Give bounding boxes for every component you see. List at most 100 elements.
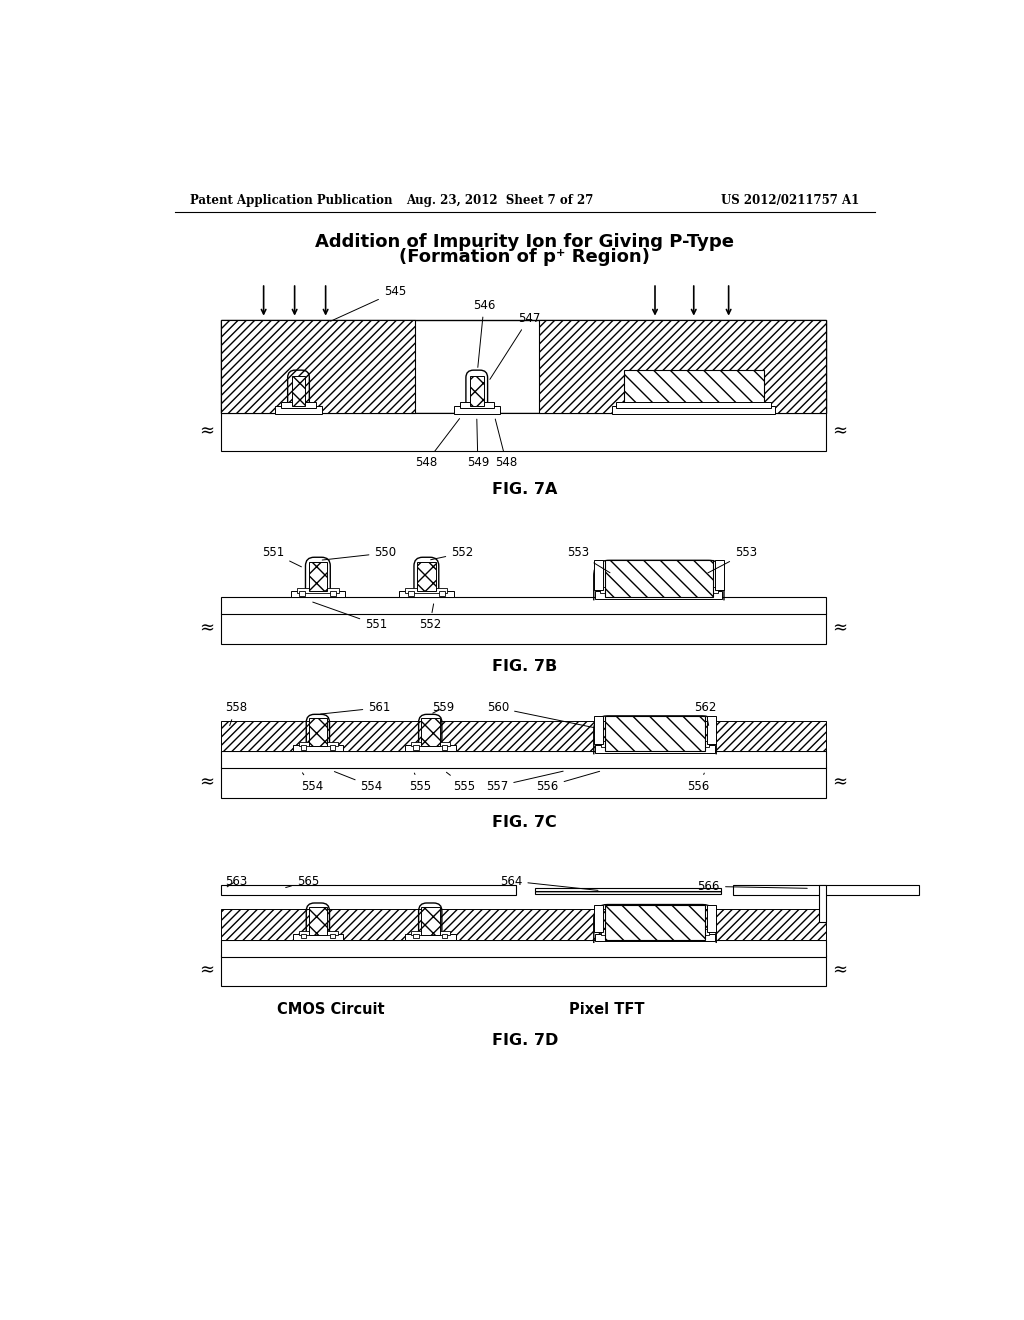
Text: 555: 555 (446, 772, 475, 793)
Bar (595, 744, 715, 752)
Bar (275, 407, 322, 414)
Bar (308, 718, 328, 746)
Text: 564: 564 (500, 875, 598, 891)
Bar (221, 321, 415, 413)
Text: FIG. 7B: FIG. 7B (493, 659, 557, 675)
Text: 566: 566 (697, 880, 807, 892)
Bar (594, 560, 603, 590)
Bar (414, 744, 419, 750)
Bar (331, 591, 337, 595)
Bar (221, 940, 825, 957)
Bar (299, 931, 338, 935)
Bar (442, 933, 447, 939)
Text: 556: 556 (537, 771, 600, 793)
Bar (595, 591, 722, 599)
Text: 552: 552 (419, 603, 441, 631)
Bar (414, 933, 419, 939)
Text: ≈: ≈ (831, 774, 847, 791)
Bar (421, 718, 439, 746)
Bar (221, 767, 825, 797)
Bar (301, 744, 306, 750)
Text: 548: 548 (415, 418, 460, 470)
Text: 562: 562 (693, 701, 716, 726)
Bar (221, 721, 825, 751)
Bar (595, 933, 715, 941)
Text: 548: 548 (496, 418, 517, 470)
Bar (282, 401, 315, 408)
Text: ≈: ≈ (831, 962, 847, 979)
Bar (330, 744, 335, 750)
Bar (819, 884, 825, 923)
Text: 555: 555 (410, 774, 431, 793)
Bar (221, 909, 825, 940)
Bar (411, 931, 451, 935)
Bar (732, 884, 919, 895)
Text: ≈: ≈ (200, 619, 215, 638)
Bar (411, 742, 451, 746)
Text: 560: 560 (486, 701, 594, 727)
Text: ≈: ≈ (831, 422, 847, 441)
Text: 546: 546 (473, 298, 496, 367)
Bar (442, 744, 447, 750)
Text: ≈: ≈ (200, 962, 215, 979)
Text: 559: 559 (432, 701, 455, 714)
Text: 565: 565 (286, 875, 319, 887)
Bar (539, 321, 825, 413)
Bar (715, 560, 724, 590)
Bar (535, 887, 721, 894)
Bar (460, 401, 494, 408)
Bar (293, 744, 343, 751)
Text: CMOS Circuit: CMOS Circuit (278, 1002, 385, 1016)
Bar (299, 742, 338, 746)
Bar (221, 884, 515, 895)
Bar (707, 904, 716, 932)
Text: 551: 551 (312, 602, 387, 631)
Bar (297, 589, 339, 593)
Bar (707, 715, 716, 743)
Bar (299, 591, 305, 595)
Bar (604, 715, 706, 751)
Text: (Formation of p⁺ Region): (Formation of p⁺ Region) (399, 248, 650, 265)
Bar (612, 407, 775, 414)
Text: FIG. 7A: FIG. 7A (493, 482, 557, 498)
Bar (293, 933, 343, 940)
Text: 549: 549 (467, 420, 489, 470)
Text: 545: 545 (331, 285, 406, 321)
Text: ≈: ≈ (831, 619, 847, 638)
Text: ≈: ≈ (200, 774, 215, 791)
Bar (221, 321, 825, 413)
Bar (604, 904, 706, 940)
Bar (600, 586, 718, 593)
Text: 556: 556 (687, 774, 710, 793)
Bar (221, 412, 825, 451)
Bar (330, 933, 335, 939)
Bar (601, 929, 710, 936)
Bar (308, 907, 328, 935)
Bar (221, 751, 825, 768)
Text: ≈: ≈ (200, 422, 215, 441)
Bar (399, 591, 454, 597)
Text: 563: 563 (225, 875, 247, 887)
Bar (594, 715, 603, 743)
Bar (221, 956, 825, 986)
Text: US 2012/0211757 A1: US 2012/0211757 A1 (721, 194, 859, 207)
Bar (292, 376, 305, 405)
Text: Patent Application Publication: Patent Application Publication (190, 194, 392, 207)
Bar (470, 376, 483, 405)
Text: 550: 550 (323, 546, 396, 560)
Bar (406, 589, 447, 593)
Text: 553: 553 (708, 546, 757, 573)
Text: 551: 551 (262, 546, 301, 566)
Text: Pixel TFT: Pixel TFT (569, 1002, 645, 1016)
Bar (221, 597, 825, 614)
Bar (301, 933, 306, 939)
Bar (601, 741, 710, 747)
Text: 552: 552 (431, 546, 473, 560)
Text: FIG. 7C: FIG. 7C (493, 814, 557, 830)
Text: 553: 553 (566, 546, 610, 573)
Text: FIG. 7D: FIG. 7D (492, 1032, 558, 1048)
Bar (594, 904, 603, 932)
Bar (454, 407, 500, 414)
Text: 554: 554 (301, 772, 324, 793)
Bar (406, 933, 456, 940)
